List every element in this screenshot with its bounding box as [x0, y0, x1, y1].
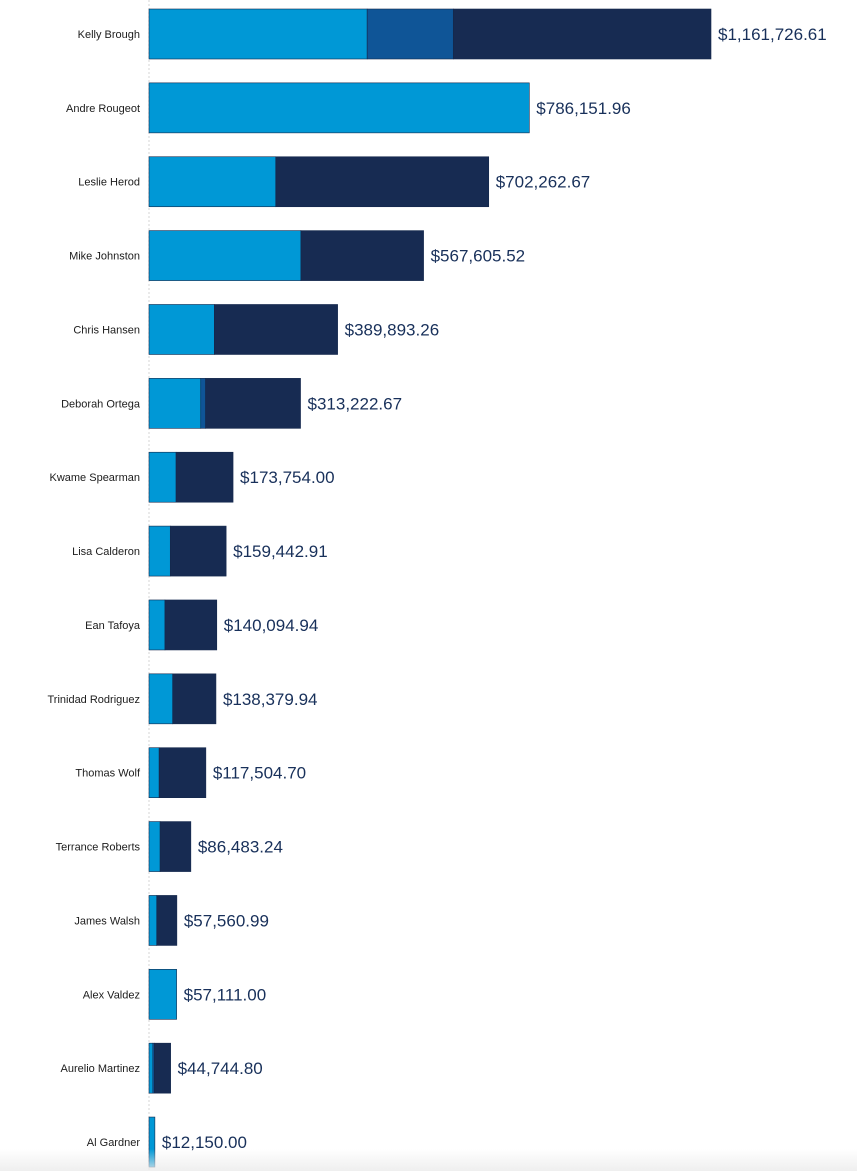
bar-segment-chris-hansen-1[interactable] [148, 304, 215, 355]
bar-segment-aurelio-martinez-1[interactable] [148, 1042, 154, 1094]
bar-segment-deborah-ortega-3[interactable] [205, 378, 301, 429]
category-label-aurelio-martinez: Aurelio Martinez [61, 1063, 140, 1075]
bar-segment-mike-johnston-1[interactable] [148, 230, 302, 281]
bars-layer [148, 8, 712, 1168]
category-label-leslie-herod: Leslie Herod [78, 177, 140, 189]
total-label-terrance-roberts: $86,483.24 [198, 838, 283, 857]
category-label-james-walsh: James Walsh [74, 915, 140, 927]
bar-segment-deborah-ortega-2[interactable] [200, 378, 206, 429]
bar-segment-al-gardner-1[interactable] [148, 1116, 156, 1168]
category-label-mike-johnston: Mike Johnston [69, 251, 140, 263]
category-label-kelly-brough: Kelly Brough [78, 29, 140, 41]
bar-segment-ean-tafoya-3[interactable] [164, 599, 218, 651]
bar-segment-deborah-ortega-1[interactable] [148, 378, 202, 429]
bar-segment-leslie-herod-1[interactable] [148, 156, 277, 208]
bar-segment-leslie-herod-3[interactable] [275, 156, 490, 208]
bar-segment-terrance-roberts-1[interactable] [148, 821, 161, 872]
bar-segment-thomas-wolf-3[interactable] [158, 747, 207, 799]
bar-segment-james-walsh-1[interactable] [148, 895, 158, 946]
bar-segment-terrance-roberts-3[interactable] [159, 821, 192, 872]
total-label-kelly-brough: $1,161,726.61 [718, 25, 827, 44]
total-label-kwame-spearman: $173,754.00 [240, 468, 335, 487]
bar-segment-trinidad-rodriguez-1[interactable] [148, 673, 174, 725]
total-label-thomas-wolf: $117,504.70 [213, 764, 306, 783]
total-label-alex-valdez: $57,111.00 [184, 985, 267, 1004]
labels-layer: Kelly Brough $1,161,726.61 Andre Rougeot $7… [47, 25, 826, 1152]
category-label-ean-tafoya: Ean Tafoya [85, 620, 141, 632]
total-label-ean-tafoya: $140,094.94 [224, 616, 319, 635]
total-label-al-gardner: $12,150.00 [162, 1133, 247, 1152]
bar-segment-kwame-spearman-3[interactable] [175, 451, 234, 503]
bar-segment-alex-valdez-1[interactable] [148, 969, 177, 1020]
total-label-lisa-calderon: $159,442.91 [233, 542, 328, 561]
bar-segment-ean-tafoya-1[interactable] [148, 599, 166, 651]
category-label-deborah-ortega: Deborah Ortega [61, 398, 141, 410]
category-label-andre-rougeot: Andre Rougeot [66, 103, 140, 115]
category-label-chris-hansen: Chris Hansen [73, 324, 140, 336]
bar-segment-james-walsh-3[interactable] [156, 895, 178, 946]
total-label-chris-hansen: $389,893.26 [345, 320, 440, 339]
bar-segment-lisa-calderon-3[interactable] [169, 525, 227, 577]
category-label-alex-valdez: Alex Valdez [83, 989, 140, 1001]
bar-segment-aurelio-martinez-3[interactable] [154, 1042, 171, 1094]
bar-segment-mike-johnston-3[interactable] [300, 230, 424, 281]
total-label-andre-rougeot: $786,151.96 [536, 99, 631, 118]
total-label-leslie-herod: $702,262.67 [496, 173, 591, 192]
bar-segment-chris-hansen-3[interactable] [214, 304, 338, 355]
bar-segment-kelly-brough-1[interactable] [148, 8, 368, 60]
category-label-kwame-spearman: Kwame Spearman [50, 472, 141, 484]
bar-segment-lisa-calderon-1[interactable] [148, 525, 171, 577]
category-label-terrance-roberts: Terrance Roberts [56, 842, 141, 854]
bar-segment-kelly-brough-3[interactable] [452, 8, 712, 60]
bar-segment-trinidad-rodriguez-3[interactable] [172, 673, 217, 725]
category-label-trinidad-rodriguez: Trinidad Rodriguez [47, 694, 140, 706]
total-label-mike-johnston: $567,605.52 [431, 247, 526, 266]
category-label-thomas-wolf: Thomas Wolf [75, 768, 141, 780]
total-label-aurelio-martinez: $44,744.80 [178, 1059, 263, 1078]
total-label-james-walsh: $57,560.99 [184, 911, 269, 930]
bar-segment-kelly-brough-2[interactable] [366, 8, 454, 60]
category-label-al-gardner: Al Gardner [87, 1137, 141, 1149]
category-label-lisa-calderon: Lisa Calderon [72, 546, 140, 558]
total-label-trinidad-rodriguez: $138,379.94 [223, 690, 318, 709]
bar-segment-andre-rougeot-1[interactable] [148, 82, 530, 134]
bar-segment-thomas-wolf-1[interactable] [148, 747, 160, 799]
bar-segment-kwame-spearman-1[interactable] [148, 451, 177, 503]
total-label-deborah-ortega: $313,222.67 [308, 394, 403, 413]
